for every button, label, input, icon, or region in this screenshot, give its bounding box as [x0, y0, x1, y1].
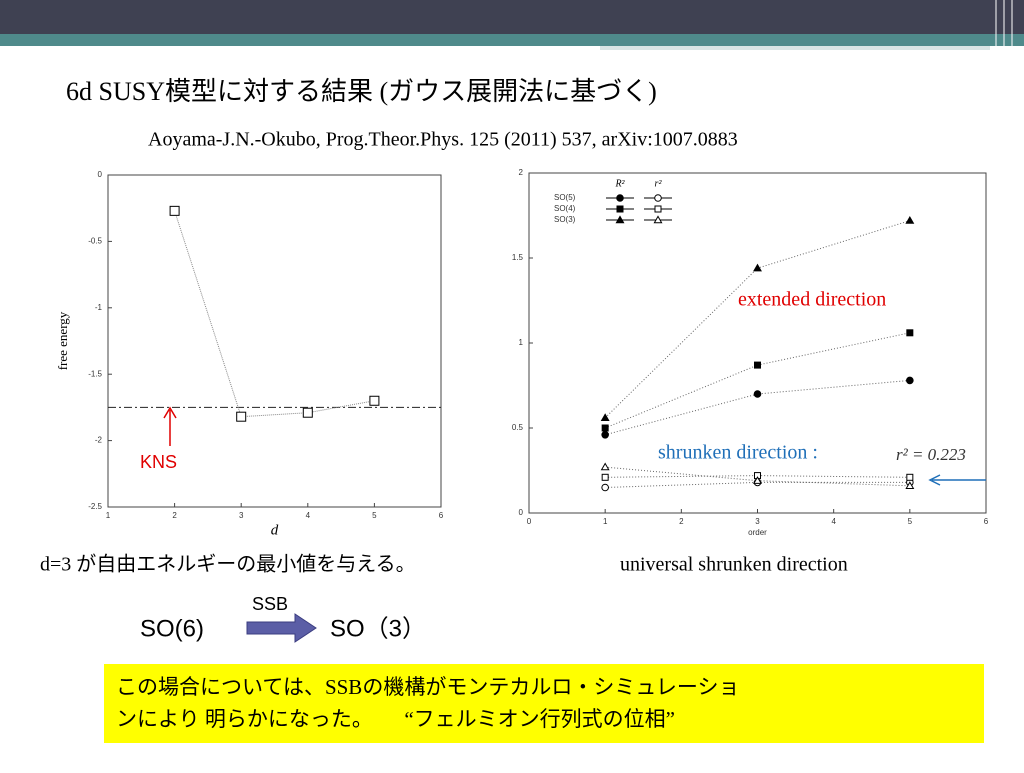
x-tick-label: 1 [603, 517, 608, 526]
marker [753, 476, 762, 484]
x-tick-label: 4 [306, 511, 311, 520]
marker [236, 411, 247, 422]
series-line [605, 379, 910, 436]
annotation: shrunken direction : [658, 442, 818, 464]
legend-marker [615, 215, 625, 224]
legend-marker [653, 215, 663, 224]
legend-marker [654, 194, 662, 202]
marker [302, 407, 313, 418]
x-tick-label: 5 [372, 511, 377, 520]
header-bar [0, 0, 1024, 34]
marker [600, 413, 610, 421]
y-tick-label: -1 [95, 303, 103, 312]
legend-marker [616, 194, 624, 202]
x-tick-label: 2 [679, 517, 684, 526]
marker [601, 431, 609, 439]
header-lines [995, 0, 1013, 60]
y-tick-label: 2 [519, 168, 524, 177]
y-tick-label: -0.5 [88, 237, 102, 246]
note-line: この場合については、SSBの機構がモンテカルロ・シミュレーショ [116, 675, 739, 699]
slide-title: 6d SUSY模型に対する結果 (ガウス展開法に基づく) [66, 77, 657, 106]
x-tick-label: 3 [239, 511, 244, 520]
legend-label: SO(3) [554, 215, 576, 224]
note-line: ンにより 明らかになった。 “フェルミオン行列式の位相” [116, 707, 675, 731]
legend-header: r² [655, 178, 663, 189]
legend-label: SO(4) [554, 204, 576, 213]
y-tick-label: -1.5 [88, 369, 102, 378]
y-tick-label: 0.5 [512, 423, 524, 432]
marker [754, 361, 761, 369]
marker [906, 329, 914, 337]
reference: Aoyama-J.N.-Okubo, Prog.Theor.Phys. 125 … [148, 129, 738, 151]
marker [369, 395, 380, 406]
header-accent [600, 46, 990, 50]
annotation-arrowhead [928, 474, 941, 486]
marker [906, 473, 914, 481]
axis-label: order [748, 528, 767, 537]
y-tick-label: -2 [95, 436, 103, 445]
x-tick-label: 6 [439, 511, 444, 520]
annotation: r² = 0.223 [896, 445, 966, 464]
ssb-arrow [246, 613, 317, 643]
y-tick-label: 1.5 [512, 253, 524, 262]
to-group: SO（3） [330, 615, 426, 642]
series-line [174, 210, 375, 418]
x-tick-label: 6 [984, 517, 989, 526]
series-line [604, 332, 910, 429]
left-caption: d=3 が自由エネルギーの最小値を与える。 [40, 553, 416, 576]
y-tick-label: -2.5 [88, 502, 102, 511]
x-tick-label: 2 [172, 511, 177, 520]
marker [169, 205, 180, 216]
x-tick-label: 5 [908, 517, 913, 526]
note-box [104, 664, 984, 743]
legend-marker [654, 205, 662, 213]
marker [601, 483, 609, 492]
marker [905, 481, 915, 489]
right-caption: universal shrunken direction [620, 554, 848, 576]
axis-label: free energy [55, 311, 70, 370]
y-tick-label: 0 [98, 170, 103, 179]
series-line [604, 220, 910, 419]
marker [600, 462, 610, 471]
marker [601, 424, 609, 432]
annotation: KNS [140, 452, 177, 472]
annotation: extended direction [738, 289, 886, 311]
marker [905, 215, 915, 224]
marker [906, 376, 914, 385]
y-tick-label: 0 [519, 508, 524, 517]
annotation-arrowhead [163, 406, 177, 419]
x-tick-label: 3 [755, 517, 760, 526]
arrow-label: SSB [252, 594, 288, 614]
marker [753, 390, 762, 398]
legend-marker [616, 205, 624, 213]
plot-frame [107, 174, 442, 508]
x-tick-label: 1 [106, 511, 111, 520]
marker [753, 263, 762, 272]
marker [601, 473, 609, 481]
x-tick-label: 0 [527, 517, 532, 526]
legend-label: SO(5) [554, 193, 576, 202]
from-group: SO(6) [140, 615, 204, 642]
legend-header: R² [614, 178, 625, 189]
x-tick-label: 4 [831, 517, 836, 526]
axis-label: d [271, 522, 279, 538]
y-tick-label: 1 [519, 338, 524, 347]
header-stripe [0, 34, 1024, 46]
